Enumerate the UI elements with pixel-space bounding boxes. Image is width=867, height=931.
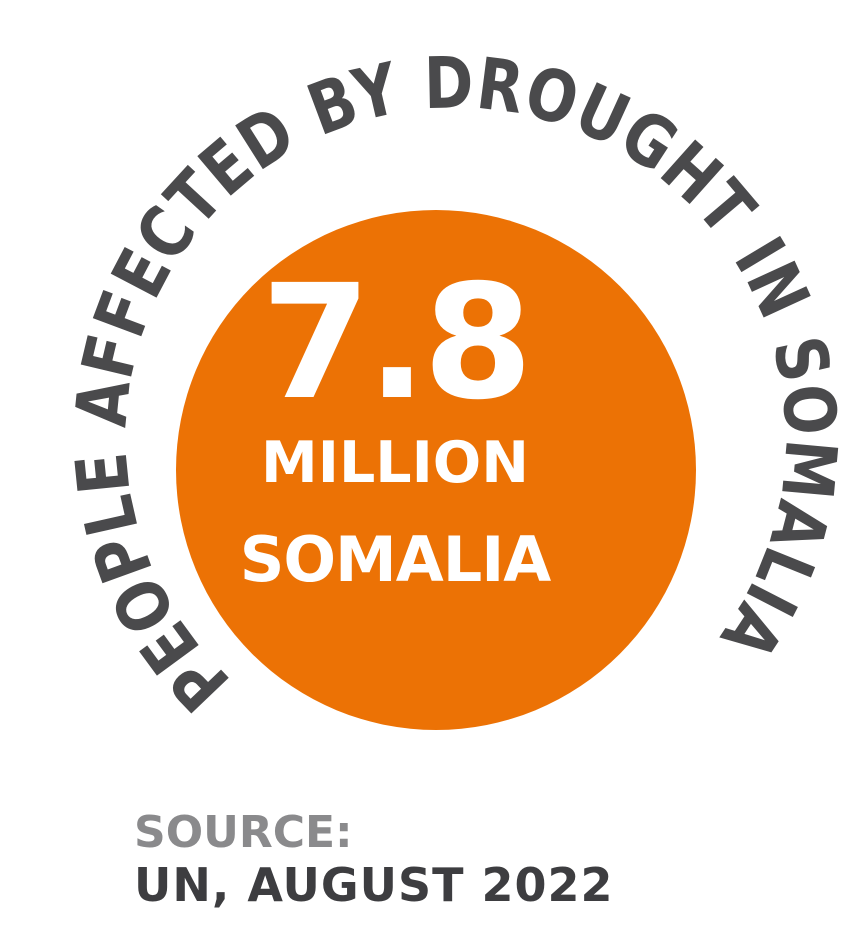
country-label: SOMALIA — [239, 523, 552, 596]
source-value: UN, AUGUST 2022 — [134, 858, 614, 912]
source-label: SOURCE: — [134, 807, 353, 858]
figure-block: 7.8 MILLION SOMALIA — [140, 263, 650, 595]
infographic-svg: PEOPLE AFFECTED BY DROUGHT IN SOMALIA — [59, 41, 852, 730]
affected-count: 7.8 — [261, 251, 533, 435]
count-unit: MILLION — [261, 430, 529, 496]
source-block: SOURCE: UN, AUGUST 2022 — [134, 807, 834, 913]
drought-infographic: PEOPLE AFFECTED BY DROUGHT IN SOMALIA 7.… — [59, 41, 852, 730]
orange-circle — [176, 210, 696, 730]
